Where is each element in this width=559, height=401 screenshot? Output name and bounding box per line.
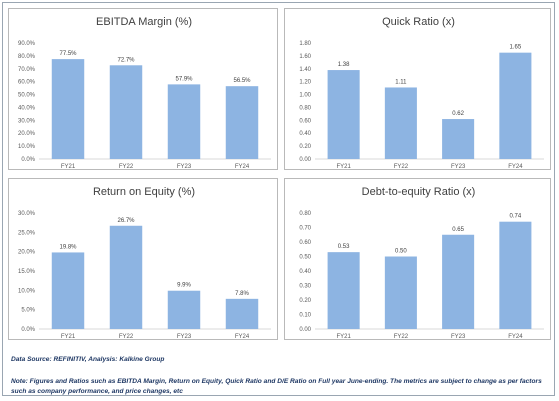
x-tick-label: FY23 bbox=[177, 164, 192, 170]
data-label: 56.5% bbox=[233, 78, 251, 84]
bar-fy22 bbox=[384, 87, 417, 159]
data-label: 9.9% bbox=[177, 283, 191, 289]
ebitda-margin-chart: EBITDA Margin (%) 0.0% 10.0% 20.0% 30.0% 40.0… bbox=[8, 8, 278, 170]
y-tick-label: 30.0% bbox=[18, 118, 36, 124]
note-text: Note: Figures and Ratios such as EBITDA … bbox=[11, 378, 542, 395]
bar-fy23 bbox=[167, 290, 201, 329]
x-tick-label: FY24 bbox=[508, 334, 523, 340]
y-tick-label: 60.0% bbox=[18, 80, 36, 86]
data-label: 26.7% bbox=[117, 218, 135, 224]
data-label: 1.65 bbox=[510, 45, 522, 51]
data-label: 0.50 bbox=[395, 249, 407, 255]
data-label: 1.11 bbox=[395, 79, 407, 85]
x-tick-label: FY21 bbox=[336, 164, 351, 170]
x-tick-label: FY22 bbox=[119, 164, 134, 170]
data-label: 19.8% bbox=[59, 244, 77, 250]
bar-fy23 bbox=[442, 119, 475, 159]
y-tick-label: 0.0% bbox=[21, 327, 35, 333]
y-tick-label: 20.0% bbox=[18, 131, 36, 137]
y-tick-label: 20.0% bbox=[18, 250, 36, 256]
return-on-equity-chart-plot: Return on Equity (%) 0.0% 5.0% 10.0% 15.0% 20… bbox=[18, 186, 271, 340]
quick-ratio-chart-plot: Quick Ratio (x) 0.00 0.20 0.40 0.60 0.80 1.00 1… bbox=[299, 16, 544, 170]
x-tick-label: FY22 bbox=[394, 334, 409, 340]
y-tick-label: 0.20 bbox=[299, 144, 311, 150]
figure-frame: EBITDA Margin (%) 0.0% 10.0% 20.0% 30.0% 40.0… bbox=[2, 2, 555, 396]
y-tick-label: 0.40 bbox=[299, 131, 311, 137]
bar-fy23 bbox=[442, 234, 475, 329]
debt-to-equity-chart-plot: Debt-to-equity Ratio (x) 0.00 0.10 0.20 0.30… bbox=[299, 186, 544, 340]
y-tick-label: 0.20 bbox=[299, 298, 311, 304]
data-label: 0.65 bbox=[452, 227, 464, 233]
bar-fy24 bbox=[499, 52, 532, 159]
y-tick-label: 30.0% bbox=[18, 211, 36, 217]
bar-fy21 bbox=[51, 252, 85, 329]
y-tick-label: 10.0% bbox=[18, 144, 36, 150]
data-label: 7.8% bbox=[235, 291, 249, 297]
y-tick-label: 70.0% bbox=[18, 67, 36, 73]
y-tick-label: 25.0% bbox=[18, 230, 36, 236]
x-tick-label: FY24 bbox=[235, 164, 250, 170]
bar-fy22 bbox=[109, 225, 143, 329]
bar-fy24 bbox=[499, 221, 532, 329]
bar-fy24 bbox=[225, 86, 259, 159]
ebitda-margin-chart-plot: EBITDA Margin (%) 0.0% 10.0% 20.0% 30.0% 40.0… bbox=[18, 16, 271, 170]
x-tick-label: FY24 bbox=[508, 164, 523, 170]
y-tick-label: 80.0% bbox=[18, 54, 36, 60]
y-tick-label: 1.40 bbox=[299, 67, 311, 73]
data-label: 77.5% bbox=[59, 51, 77, 57]
y-tick-label: 0.00 bbox=[299, 157, 311, 163]
y-tick-label: 0.60 bbox=[299, 240, 311, 246]
x-tick-label: FY23 bbox=[177, 334, 192, 340]
y-tick-label: 0.70 bbox=[299, 226, 311, 232]
y-tick-label: 1.60 bbox=[299, 54, 311, 60]
quick-ratio-chart-title: Quick Ratio (x) bbox=[382, 16, 455, 28]
y-tick-label: 0.10 bbox=[299, 313, 311, 319]
data-label: 1.38 bbox=[338, 62, 350, 68]
y-tick-label: 0.80 bbox=[299, 211, 311, 217]
y-tick-label: 10.0% bbox=[18, 288, 36, 294]
y-tick-label: 40.0% bbox=[18, 105, 36, 111]
quick-ratio-chart: Quick Ratio (x) 0.00 0.20 0.40 0.60 0.80 1.00 1… bbox=[284, 8, 551, 170]
x-tick-label: FY21 bbox=[61, 334, 76, 340]
data-label: 57.9% bbox=[175, 76, 193, 82]
data-label: 0.53 bbox=[338, 244, 350, 250]
debt-to-equity-chart-title: Debt-to-equity Ratio (x) bbox=[362, 186, 476, 198]
bar-fy22 bbox=[109, 65, 143, 159]
x-tick-label: FY24 bbox=[235, 334, 250, 340]
x-tick-label: FY22 bbox=[119, 334, 134, 340]
x-tick-label: FY23 bbox=[451, 164, 466, 170]
y-tick-label: 0.50 bbox=[299, 255, 311, 261]
bar-fy21 bbox=[327, 70, 360, 159]
x-tick-label: FY21 bbox=[336, 334, 351, 340]
y-tick-label: 1.00 bbox=[299, 93, 311, 99]
data-label: 0.74 bbox=[510, 214, 522, 220]
return-on-equity-chart: Return on Equity (%) 0.0% 5.0% 10.0% 15.0% 20… bbox=[8, 178, 278, 340]
y-tick-label: 5.0% bbox=[21, 308, 35, 314]
y-tick-label: 1.80 bbox=[299, 41, 311, 47]
bar-fy21 bbox=[327, 252, 360, 329]
bar-fy24 bbox=[225, 298, 259, 329]
bar-fy21 bbox=[51, 59, 85, 159]
debt-to-equity-chart: Debt-to-equity Ratio (x) 0.00 0.10 0.20 0.30… bbox=[284, 178, 551, 340]
y-tick-label: 0.60 bbox=[299, 118, 311, 124]
x-tick-label: FY23 bbox=[451, 334, 466, 340]
y-tick-label: 0.0% bbox=[21, 157, 35, 163]
y-tick-label: 0.80 bbox=[299, 105, 311, 111]
y-tick-label: 90.0% bbox=[18, 41, 36, 47]
bar-fy23 bbox=[167, 84, 201, 159]
bar-fy22 bbox=[384, 256, 417, 329]
x-tick-label: FY21 bbox=[61, 164, 76, 170]
y-tick-label: 0.00 bbox=[299, 327, 311, 333]
y-tick-label: 0.40 bbox=[299, 269, 311, 275]
x-tick-label: FY22 bbox=[394, 164, 409, 170]
data-label: 0.62 bbox=[452, 111, 464, 117]
data-source-text: Data Source: REFINITIV, Analysis: Kalkin… bbox=[11, 356, 165, 363]
y-tick-label: 50.0% bbox=[18, 93, 36, 99]
return-on-equity-chart-title: Return on Equity (%) bbox=[93, 186, 195, 198]
y-tick-label: 1.20 bbox=[299, 80, 311, 86]
y-tick-label: 0.30 bbox=[299, 284, 311, 290]
y-tick-label: 15.0% bbox=[18, 269, 36, 275]
data-label: 72.7% bbox=[117, 57, 135, 63]
ebitda-margin-chart-title: EBITDA Margin (%) bbox=[96, 16, 192, 28]
